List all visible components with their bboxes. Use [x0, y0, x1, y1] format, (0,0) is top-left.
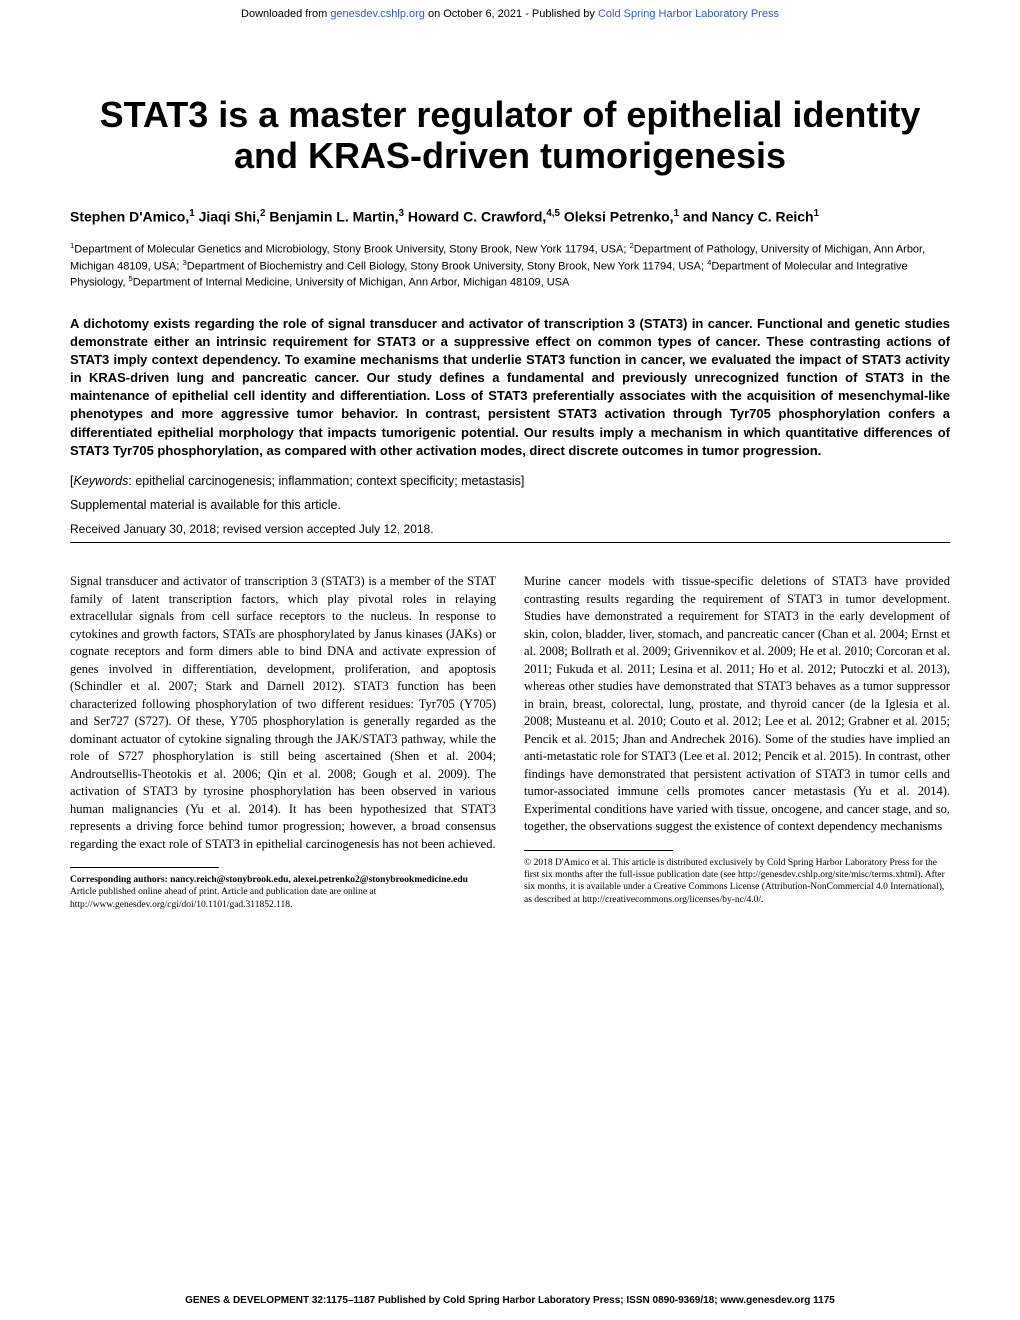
corresponding-emails: nancy.reich@stonybrook.edu, alexei.petre… [170, 875, 468, 885]
article-online-note: Article published online ahead of print.… [70, 887, 376, 909]
footnote-right: © 2018 D'Amico et al. This article is di… [524, 857, 950, 906]
abstract: A dichotomy exists regarding the role of… [70, 315, 950, 461]
received-dates: Received January 30, 2018; revised versi… [70, 522, 950, 536]
header-link-source[interactable]: genesdev.cshlp.org [330, 8, 425, 20]
affiliations: 1Department of Molecular Genetics and Mi… [70, 241, 950, 291]
footnote-separator [70, 867, 219, 868]
header-prefix: Downloaded from [241, 8, 330, 20]
corresponding-label: Corresponding authors: [70, 875, 170, 885]
column-right: Murine cancer models with tissue-specifi… [524, 573, 950, 911]
body-paragraph: Murine cancer models with tissue-specifi… [524, 573, 950, 836]
article-title: STAT3 is a master regulator of epithelia… [70, 94, 950, 177]
author-list: Stephen D'Amico,1 Jiaqi Shi,2 Benjamin L… [70, 207, 950, 227]
page-content: STAT3 is a master regulator of epithelia… [0, 24, 1020, 911]
header-middle: on October 6, 2021 - Published by [425, 8, 598, 20]
footnote-separator [524, 850, 673, 851]
body-paragraph: Signal transducer and activator of trans… [70, 573, 496, 853]
section-divider [70, 542, 950, 543]
keywords-text: epithelial carcinogenesis; inflammation;… [135, 474, 521, 488]
footnote-left: Corresponding authors: nancy.reich@stony… [70, 874, 496, 911]
page-footer: GENES & DEVELOPMENT 32:1175–1187 Publish… [0, 1295, 1020, 1306]
header-link-publisher[interactable]: Cold Spring Harbor Laboratory Press [598, 8, 779, 20]
body-columns: Signal transducer and activator of trans… [70, 573, 950, 911]
column-left: Signal transducer and activator of trans… [70, 573, 496, 911]
keywords-line: [Keywords: epithelial carcinogenesis; in… [70, 474, 950, 488]
keywords-label: Keywords [73, 474, 128, 488]
download-header: Downloaded from genesdev.cshlp.org on Oc… [0, 0, 1020, 24]
supplemental-note: Supplemental material is available for t… [70, 498, 950, 512]
